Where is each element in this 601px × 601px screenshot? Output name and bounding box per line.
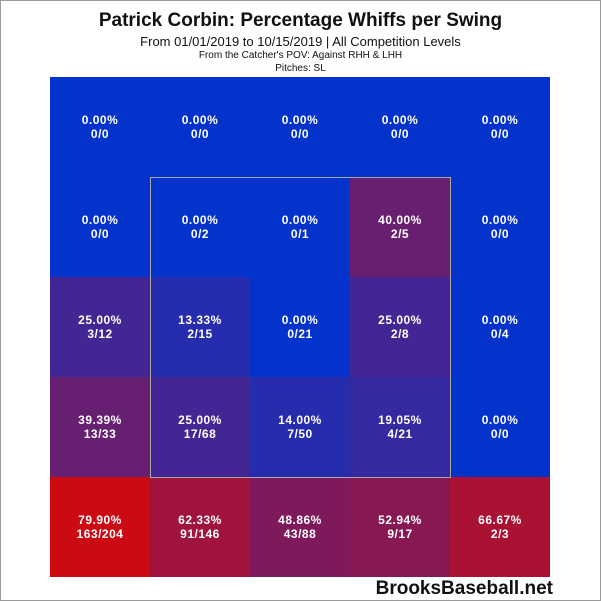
cell-percentage: 13.33%	[178, 313, 222, 327]
cell-ratio: 9/17	[387, 527, 413, 541]
cell-ratio: 0/0	[290, 127, 310, 141]
cell-ratio: 0/4	[490, 327, 510, 341]
cell-ratio: 0/0	[190, 127, 210, 141]
chart-subtitle: From 01/01/2019 to 10/15/2019 | All Comp…	[140, 34, 461, 49]
cell-percentage: 40.00%	[378, 213, 422, 227]
heatmap-cell: 14.00% 7/50	[250, 377, 350, 477]
heatmap-cell: 0.00% 0/2	[150, 177, 250, 277]
cell-percentage: 0.00%	[281, 213, 319, 227]
cell-ratio: 0/0	[490, 127, 510, 141]
cell-percentage: 0.00%	[81, 113, 119, 127]
cell-ratio: 13/33	[83, 427, 117, 441]
cell-ratio: 0/0	[90, 127, 110, 141]
cell-percentage: 0.00%	[381, 113, 419, 127]
heatmap-cell: 13.33% 2/15	[150, 277, 250, 377]
cell-percentage: 0.00%	[481, 313, 519, 327]
cell-ratio: 2/8	[390, 327, 410, 341]
heatmap-cell: 66.67% 2/3	[450, 477, 550, 577]
heatmap-cell: 0.00% 0/1	[250, 177, 350, 277]
heatmap-cell: 79.90% 163/204	[50, 477, 150, 577]
cell-percentage: 0.00%	[81, 213, 119, 227]
heatmap-cell: 0.00% 0/0	[50, 177, 150, 277]
heatmap-cell: 0.00% 0/0	[450, 77, 550, 177]
heatmap-cell: 62.33% 91/146	[150, 477, 250, 577]
cell-ratio: 0/2	[190, 227, 210, 241]
heatmap-cell: 0.00% 0/4	[450, 277, 550, 377]
heatmap-cell: 0.00% 0/0	[450, 377, 550, 477]
cell-ratio: 0/0	[90, 227, 110, 241]
heatmap-cell: 0.00% 0/0	[450, 177, 550, 277]
cell-percentage: 79.90%	[78, 513, 122, 527]
heatmap-cell: 19.05% 4/21	[350, 377, 450, 477]
cell-percentage: 14.00%	[278, 413, 322, 427]
cell-percentage: 62.33%	[178, 513, 222, 527]
cell-percentage: 25.00%	[178, 413, 222, 427]
cell-ratio: 0/1	[290, 227, 310, 241]
cell-percentage: 25.00%	[378, 313, 422, 327]
heatmap-cell: 0.00% 0/0	[50, 77, 150, 177]
cell-ratio: 163/204	[76, 527, 124, 541]
heatmap-cell: 25.00% 2/8	[350, 277, 450, 377]
heatmap-cell: 48.86% 43/88	[250, 477, 350, 577]
heatmap-grid: 0.00% 0/0 0.00% 0/0 0.00% 0/0 0.00% 0/0 0.00% 0/0…	[50, 77, 550, 577]
cell-percentage: 0.00%	[181, 213, 219, 227]
heatmap-cell: 0.00% 0/21	[250, 277, 350, 377]
brand-watermark: BrooksBaseball.net	[375, 578, 553, 599]
cell-ratio: 43/88	[283, 527, 317, 541]
cell-percentage: 52.94%	[378, 513, 422, 527]
heatmap-cell: 25.00% 3/12	[50, 277, 150, 377]
cell-ratio: 3/12	[87, 327, 113, 341]
chart-note-pitches: Pitches: SL	[275, 63, 326, 74]
cell-percentage: 0.00%	[281, 313, 319, 327]
cell-percentage: 0.00%	[181, 113, 219, 127]
cell-ratio: 0/0	[390, 127, 410, 141]
cell-percentage: 48.86%	[278, 513, 322, 527]
cell-percentage: 19.05%	[378, 413, 422, 427]
cell-ratio: 0/0	[490, 427, 510, 441]
cell-ratio: 4/21	[387, 427, 413, 441]
cell-percentage: 0.00%	[481, 413, 519, 427]
cell-ratio: 0/0	[490, 227, 510, 241]
cell-ratio: 2/15	[187, 327, 213, 341]
cell-ratio: 2/5	[390, 227, 410, 241]
cell-percentage: 66.67%	[478, 513, 522, 527]
cell-percentage: 0.00%	[481, 113, 519, 127]
cell-percentage: 0.00%	[281, 113, 319, 127]
cell-ratio: 2/3	[490, 527, 510, 541]
cell-ratio: 17/68	[183, 427, 217, 441]
heatmap-cell: 40.00% 2/5	[350, 177, 450, 277]
heatmap-cell: 0.00% 0/0	[150, 77, 250, 177]
cell-percentage: 39.39%	[78, 413, 122, 427]
cell-percentage: 0.00%	[481, 213, 519, 227]
chart-note-pov: From the Catcher's POV: Against RHH & LH…	[198, 50, 403, 61]
cell-percentage: 25.00%	[78, 313, 122, 327]
cell-ratio: 7/50	[287, 427, 313, 441]
chart-title: Patrick Corbin: Percentage Whiffs per Sw…	[98, 10, 503, 31]
heatmap-cell: 52.94% 9/17	[350, 477, 450, 577]
heatmap-cell: 25.00% 17/68	[150, 377, 250, 477]
heatmap-cell: 39.39% 13/33	[50, 377, 150, 477]
heatmap-cell: 0.00% 0/0	[250, 77, 350, 177]
cell-ratio: 91/146	[180, 527, 220, 541]
cell-ratio: 0/21	[287, 327, 313, 341]
heatmap-cell: 0.00% 0/0	[350, 77, 450, 177]
